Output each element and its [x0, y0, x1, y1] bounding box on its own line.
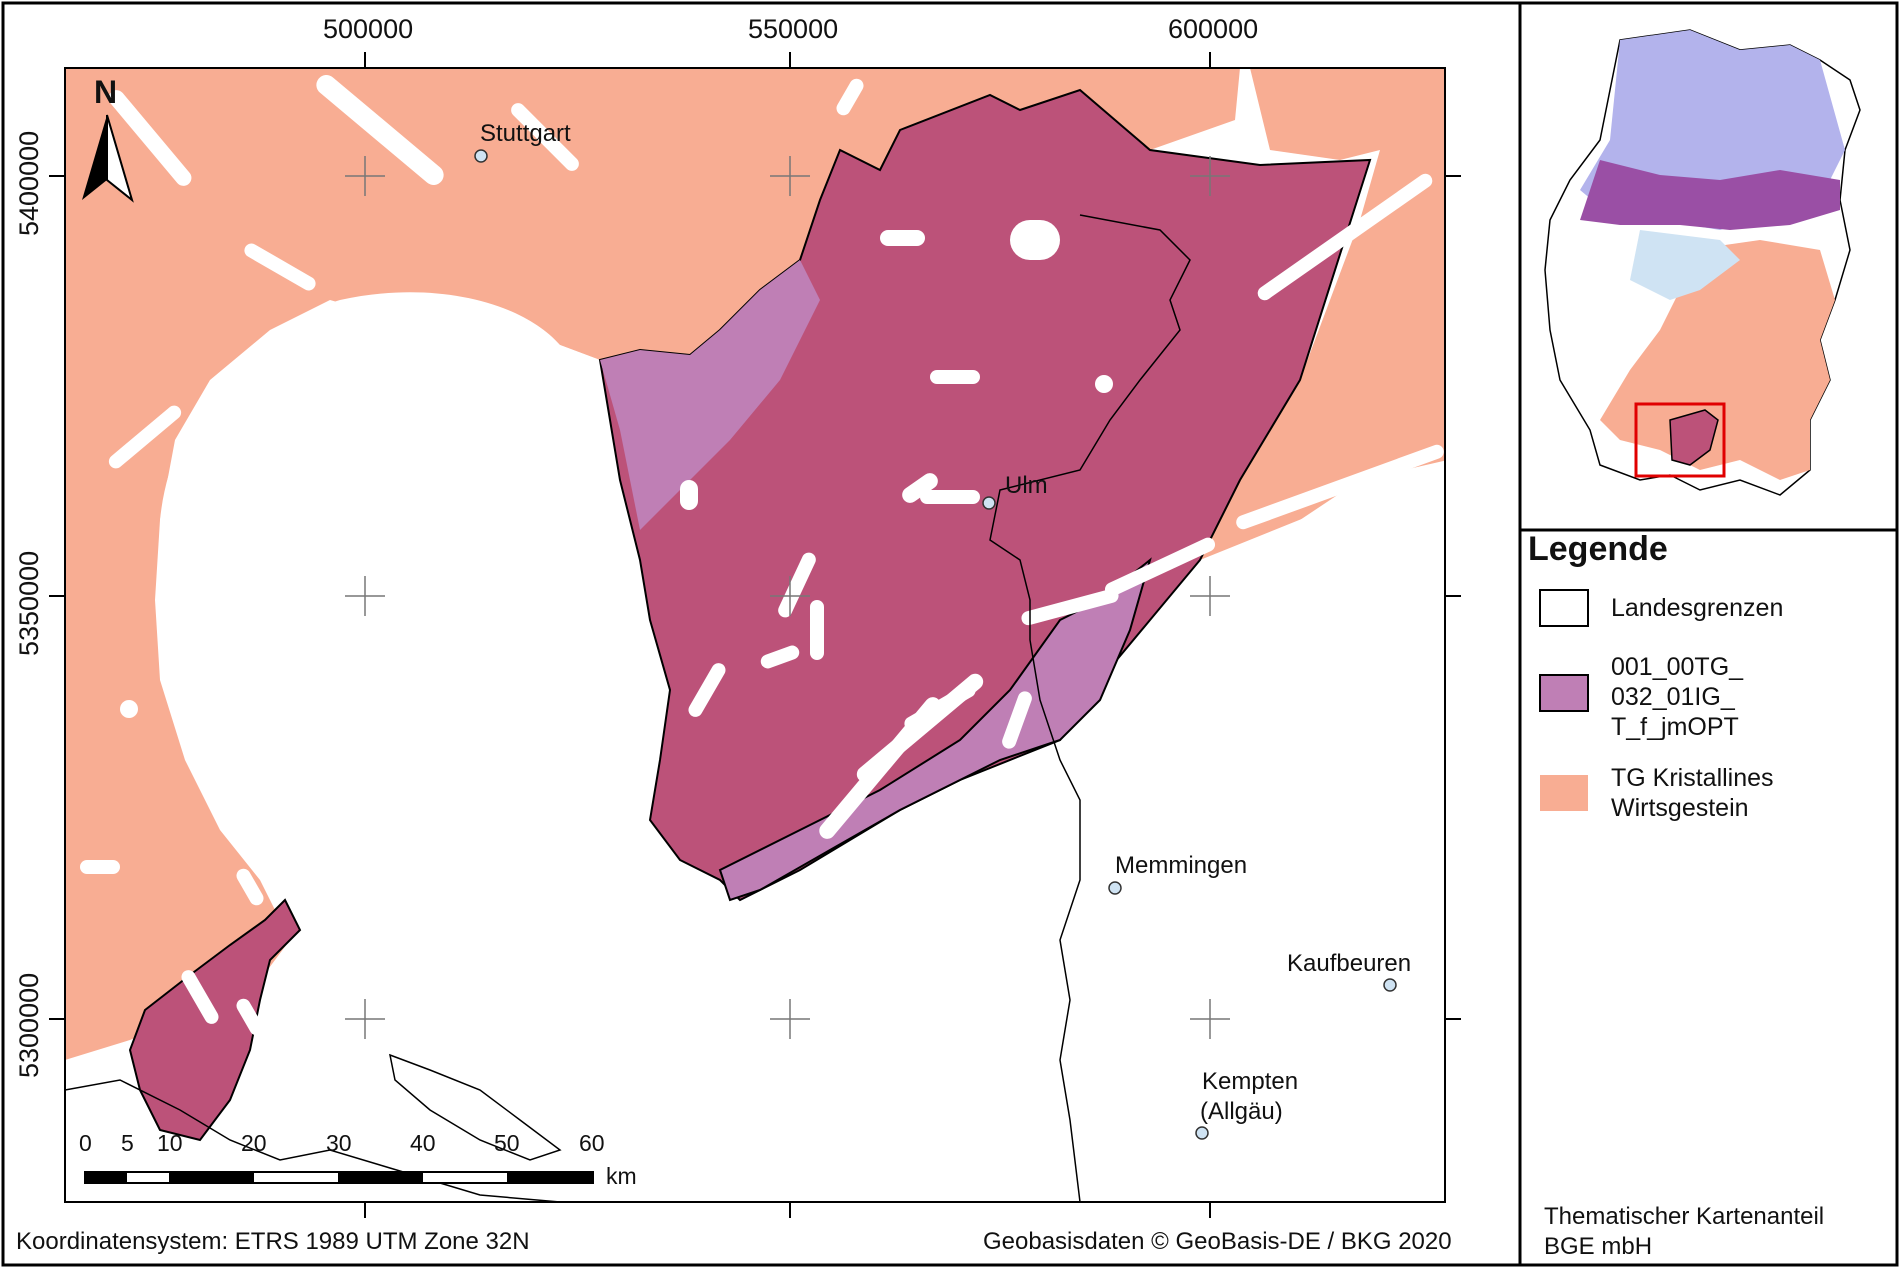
unit-light-area-west — [600, 260, 820, 530]
lake-bodensee — [388, 1053, 562, 1161]
overview-dark-purple-band — [1580, 160, 1840, 230]
x-tick-label: 500000 — [323, 14, 414, 44]
overview-lightblue-zone — [1630, 230, 1740, 300]
memmingen-marker — [1108, 881, 1122, 895]
scale-label: 60 — [579, 1130, 605, 1156]
scale-label: 20 — [241, 1130, 267, 1156]
overview-study-area — [1669, 409, 1719, 466]
y-tick-label: 5300000 — [14, 972, 44, 1078]
kempten-marker — [1195, 1126, 1209, 1140]
north-label: N — [94, 74, 118, 110]
scale-unit: km — [606, 1163, 637, 1189]
axis-ticks — [49, 52, 1461, 1218]
city-label-kaufbeuren: Kaufbeuren — [1287, 950, 1412, 977]
scale-label: 40 — [410, 1130, 436, 1156]
state-boundary-internal — [989, 214, 1191, 1202]
footer-credit-line1: Thematischer Kartenanteil — [1544, 1203, 1825, 1230]
x-tick-label: 550000 — [748, 14, 839, 44]
map-neatline — [64, 67, 1446, 1203]
unit-light-area-south — [718, 557, 1152, 902]
southern-border — [65, 1079, 561, 1202]
scale-label: 30 — [326, 1130, 352, 1156]
scale-label: 5 — [121, 1130, 134, 1156]
legend-label-landesgrenzen: Landesgrenzen — [1611, 594, 1784, 622]
y-tick-label: 5400000 — [14, 130, 44, 236]
white-region-southeast — [1000, 461, 1445, 1202]
stuttgart-marker — [474, 149, 488, 163]
legend-swatch-crystalline — [1540, 775, 1588, 811]
scale-label: 10 — [157, 1130, 183, 1156]
main-map[interactable] — [49, 52, 1461, 1218]
crystalline-area-east — [1200, 68, 1445, 560]
kaufbeuren-marker — [1383, 978, 1397, 992]
overview-map[interactable] — [1544, 29, 1861, 496]
city-label-kempten: Kempten — [1202, 1068, 1299, 1095]
legend-label-crystalline-line2: Wirtsgestein — [1611, 794, 1749, 822]
footer-crs: Koordinatensystem: ETRS 1989 UTM Zone 32… — [16, 1228, 530, 1255]
city-markers — [474, 149, 1397, 1140]
graticule-crosses — [345, 156, 1230, 1039]
scale-bar — [84, 1171, 594, 1184]
scale-label: 50 — [494, 1130, 520, 1156]
legend-label-unit-line1: 001_00TG_ — [1611, 653, 1744, 681]
white-streaks — [80, 75, 1444, 1036]
legend-label-unit-line3: T_f_jmOPT — [1611, 713, 1739, 741]
legend-swatch-unit — [1539, 674, 1589, 712]
city-label-memmingen: Memmingen — [1115, 852, 1248, 879]
white-region-west — [160, 292, 660, 820]
scale-label: 0 — [79, 1130, 92, 1156]
ulm-marker — [982, 496, 996, 510]
x-tick-label: 600000 — [1168, 14, 1259, 44]
legend-swatch-landesgrenzen — [1539, 589, 1589, 627]
city-label-ulm: Ulm — [1005, 472, 1048, 499]
legend-label-unit-line2: 032_01IG_ — [1611, 683, 1735, 711]
y-tick-label: 5350000 — [14, 550, 44, 656]
overview-extent-box — [1634, 402, 1726, 478]
overview-salmon-zone — [1600, 240, 1835, 480]
footer-copyright: Geobasisdaten © GeoBasis-DE / BKG 2020 — [983, 1228, 1452, 1255]
north-arrow-icon — [82, 114, 134, 203]
city-label-stuttgart: Stuttgart — [480, 120, 571, 147]
footer-credit-line2: BGE mbH — [1544, 1233, 1653, 1260]
legend-title: Legende — [1528, 530, 1668, 568]
legend-label-crystalline-line1: TG Kristallines — [1611, 764, 1774, 792]
city-label-kempten-line2: (Allgäu) — [1200, 1098, 1283, 1125]
